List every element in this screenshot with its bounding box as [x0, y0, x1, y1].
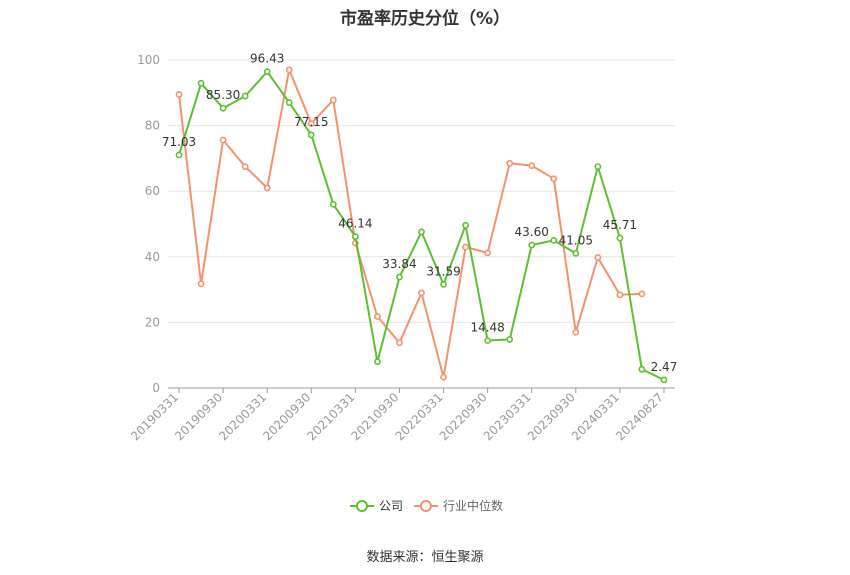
- legend-marker-company: [356, 500, 368, 512]
- y-tick-label: 100: [137, 53, 160, 67]
- data-point-industry: [374, 313, 381, 320]
- data-point-industry: [572, 328, 580, 336]
- data-label: 96.43: [250, 52, 284, 66]
- data-point-industry: [307, 120, 315, 128]
- y-tick-label: 60: [145, 184, 160, 198]
- data-label: 85.30: [206, 88, 240, 102]
- data-point-industry: [594, 254, 602, 261]
- data-label: 31.59: [426, 264, 460, 278]
- data-point-company: [329, 200, 337, 208]
- y-tick-label: 20: [145, 315, 160, 329]
- data-point-industry: [175, 91, 183, 98]
- data-point-industry: [418, 289, 425, 297]
- data-source-note: 数据来源：恒生聚源: [366, 550, 484, 565]
- data-point-company: [484, 337, 492, 344]
- data-point-industry: [550, 175, 558, 183]
- data-point-industry: [285, 66, 293, 74]
- data-point-company: [616, 234, 624, 242]
- data-point-company: [241, 92, 249, 100]
- data-point-industry: [528, 162, 536, 170]
- x-tick-label: 20240827: [613, 390, 666, 443]
- data-point-industry: [263, 184, 271, 192]
- data-point-company: [175, 151, 183, 159]
- data-point-company: [462, 221, 469, 229]
- data-point-company: [418, 228, 425, 236]
- data-point-industry: [616, 291, 624, 299]
- data-point-company: [263, 68, 271, 76]
- data-point-company: [572, 249, 580, 257]
- legend-label-industry: 行业中位数: [443, 498, 503, 513]
- data-point-industry: [462, 243, 469, 251]
- data-point-industry: [396, 339, 403, 347]
- y-tick-label: 80: [145, 119, 160, 133]
- data-label: 14.48: [470, 321, 504, 335]
- data-label: 45.71: [603, 218, 637, 232]
- y-tick-label: 0: [152, 381, 160, 395]
- data-point-industry: [484, 249, 492, 257]
- data-label: 41.05: [559, 233, 593, 247]
- data-point-company: [351, 233, 359, 241]
- data-label: 71.03: [162, 135, 196, 149]
- data-point-industry: [241, 163, 249, 170]
- data-point-industry: [638, 290, 646, 298]
- data-label: 33.84: [382, 257, 416, 271]
- data-point-company: [528, 241, 536, 249]
- data-point-company: [506, 336, 514, 343]
- data-label: 46.14: [338, 217, 372, 231]
- data-point-industry: [440, 373, 447, 381]
- data-point-industry: [506, 159, 514, 167]
- data-point-industry: [219, 136, 227, 144]
- series-line-company: [178, 70, 665, 381]
- data-point-company: [374, 358, 381, 366]
- data-point-company: [197, 79, 205, 87]
- data-point-industry: [197, 280, 205, 288]
- y-tick-label: 40: [145, 250, 160, 264]
- chart-title: 市盈率历史分位（%）: [339, 9, 511, 29]
- data-point-company: [307, 131, 315, 139]
- line-chart: 0204060801002019033120190930202003312020…: [128, 52, 678, 513]
- data-label: 43.60: [515, 225, 549, 239]
- data-point-company: [638, 365, 646, 373]
- series-line-industry: [178, 68, 642, 379]
- legend-marker-industry: [420, 500, 432, 512]
- data-point-company: [660, 376, 668, 384]
- data-point-company: [550, 236, 558, 244]
- data-label: 2.47: [651, 360, 678, 374]
- legend-label-company: 公司: [379, 499, 403, 513]
- data-point-company: [440, 280, 447, 288]
- data-point-company: [285, 99, 293, 107]
- data-point-company: [219, 104, 227, 112]
- data-point-company: [396, 273, 403, 281]
- data-point-company: [594, 163, 602, 170]
- data-point-industry: [329, 96, 337, 104]
- data-label: 77.15: [294, 115, 328, 129]
